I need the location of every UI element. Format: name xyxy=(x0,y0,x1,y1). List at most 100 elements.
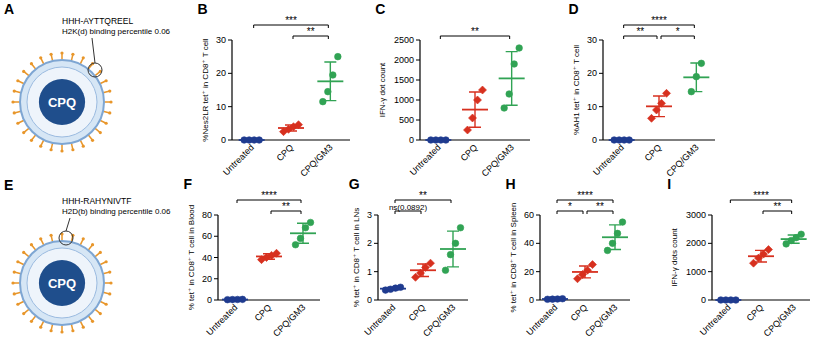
data-point xyxy=(798,231,805,238)
peptide-head xyxy=(49,234,52,237)
mean-line xyxy=(239,139,265,141)
y-tick-label: 30 xyxy=(587,35,597,45)
panel-label: H xyxy=(506,176,516,192)
y-tick-label: 10 xyxy=(216,102,226,112)
data-point xyxy=(307,219,314,226)
data-group xyxy=(715,231,806,303)
mean-line xyxy=(290,232,316,234)
x-axis xyxy=(420,139,530,140)
data-point xyxy=(335,53,342,60)
significance-label: ** xyxy=(596,201,604,212)
peptide-head xyxy=(82,56,85,59)
mean-line xyxy=(646,105,672,107)
y-tick-label: 1 xyxy=(367,267,372,277)
x-tick-label: Untreated xyxy=(221,142,256,177)
peptide-head xyxy=(13,111,16,114)
panel-label: C xyxy=(375,1,385,17)
peptide-head xyxy=(22,131,25,134)
peptide-head xyxy=(91,243,94,246)
peptide-head xyxy=(91,320,94,323)
significance-label: *** xyxy=(285,15,297,26)
y-tick-label: 30 xyxy=(216,35,226,45)
peptide-head xyxy=(108,111,111,114)
mean-line xyxy=(222,299,248,301)
y-tick-label: 2500 xyxy=(394,35,414,45)
y-axis-label: IFN-γ dots count xyxy=(670,227,679,286)
peptide-head xyxy=(105,79,108,82)
mean-line xyxy=(572,271,598,273)
peptide-head xyxy=(71,148,74,151)
particle-label: CPQ xyxy=(48,276,76,291)
panel-label: I xyxy=(667,176,671,192)
peptide-head xyxy=(11,100,14,103)
x-tick-label: Untreated xyxy=(204,302,239,337)
y-tick-label: 1000 xyxy=(394,95,414,105)
data-point xyxy=(589,261,597,269)
data-point xyxy=(479,86,487,94)
y-tick-label: 0 xyxy=(529,295,534,305)
mean-line xyxy=(380,288,406,290)
panel-label: D xyxy=(569,1,579,17)
x-tick-label: CPQ xyxy=(643,142,664,163)
peptide-head xyxy=(60,51,63,54)
panel-label: A xyxy=(4,1,14,17)
panel-label: G xyxy=(349,176,360,192)
significance-label: ** xyxy=(471,26,479,37)
peptide-head xyxy=(108,89,111,92)
y-tick-label: 20 xyxy=(202,274,212,284)
y-tick-label: 0 xyxy=(207,295,212,305)
y-axis xyxy=(602,40,603,140)
peptide-head xyxy=(91,139,94,142)
peptide-head xyxy=(13,270,16,273)
y-tick-label: 20 xyxy=(524,267,534,277)
peptide-head xyxy=(39,145,42,148)
peptide-head xyxy=(22,251,25,254)
y-axis xyxy=(377,215,378,300)
x-tick-label: Untreated xyxy=(408,142,443,177)
peptide-head xyxy=(16,79,19,82)
peptide-head xyxy=(99,131,102,134)
panel-label: F xyxy=(184,176,193,192)
data-point xyxy=(292,241,299,248)
x-axis xyxy=(378,299,468,300)
peptide-head xyxy=(99,312,102,315)
y-tick-label: 40 xyxy=(202,253,212,263)
panel: 05001000150020002500IFN-γ dot countCUntr… xyxy=(375,1,530,179)
data-point xyxy=(442,267,449,274)
data-group xyxy=(222,219,316,303)
schematic: ECPQHHH-RAHYNIVTFH2D(b) binding percenti… xyxy=(4,177,171,334)
mean-line xyxy=(425,139,451,141)
mean-line xyxy=(499,78,525,80)
y-tick-label: 3000 xyxy=(686,210,706,220)
x-tick-label: CPQ/GM3 xyxy=(762,302,798,338)
x-tick-label: CPQ xyxy=(459,142,480,163)
y-axis-label: %AH1 tet⁺ in CD8⁺ T cell xyxy=(572,45,581,135)
x-tick-label: CPQ xyxy=(569,302,590,323)
significance-label: ** xyxy=(419,190,427,201)
peptide-head xyxy=(30,243,33,246)
x-tick-label: CPQ xyxy=(275,142,296,163)
mean-line xyxy=(748,255,774,257)
significance-label: **** xyxy=(577,190,593,201)
mean-line xyxy=(781,238,807,240)
y-tick-label: 2 xyxy=(367,238,372,248)
x-tick-label: Untreated xyxy=(591,142,626,177)
x-tick-label: CPQ/GM3 xyxy=(298,142,334,178)
y-axis-label: % tet⁺ in CD8⁺ T cell in Spleen xyxy=(509,203,518,313)
peptide-head xyxy=(71,329,74,332)
significance-label: **** xyxy=(651,15,667,26)
significance-label: **** xyxy=(261,190,277,201)
mean-line xyxy=(683,76,709,78)
y-axis-label: %Nes2LR tet⁺ in CD8⁺ T cell xyxy=(201,38,210,142)
peptide-head xyxy=(108,292,111,295)
significance-label: * xyxy=(676,26,680,37)
peptide-head xyxy=(13,89,16,92)
peptide-head xyxy=(22,312,25,315)
peptide-head xyxy=(39,326,42,329)
mean-line xyxy=(602,236,628,238)
data-group xyxy=(425,45,524,144)
peptide-head xyxy=(30,320,33,323)
y-axis-label: % tet⁺ in CD8⁺ T cell in Blood xyxy=(187,205,196,311)
data-group xyxy=(609,60,710,143)
callout-line xyxy=(66,218,70,231)
